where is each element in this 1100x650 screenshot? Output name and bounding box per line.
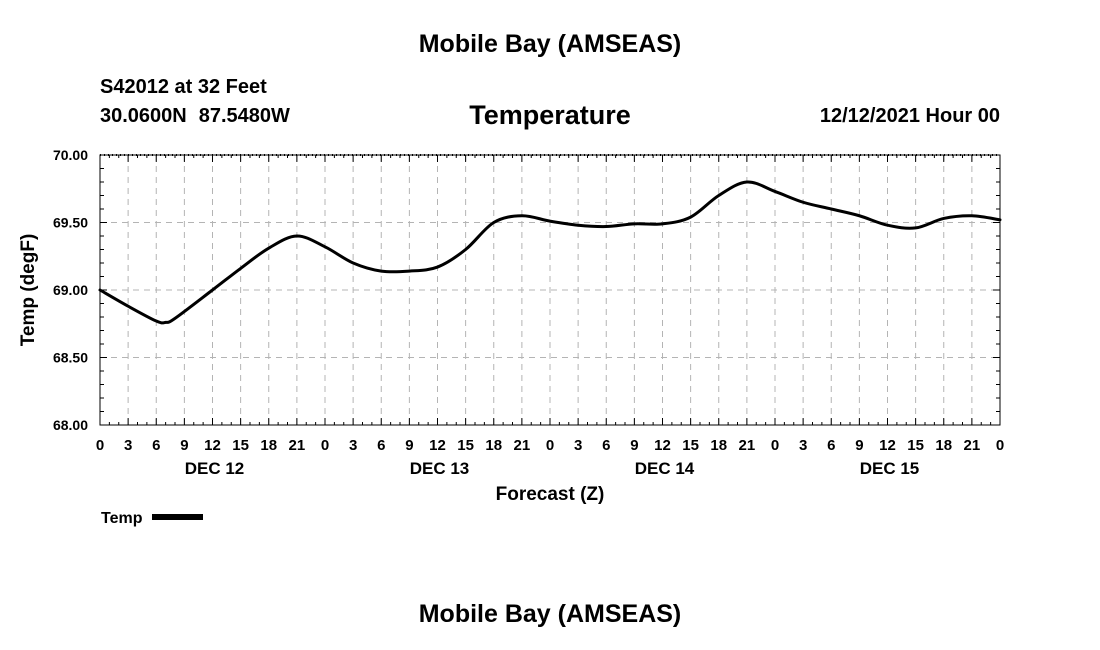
x-tick-label: 18 [260,437,277,454]
x-axis-label: Forecast (Z) [496,484,605,505]
x-tick-label: 0 [771,437,779,454]
chart-title: Temperature [469,100,631,130]
station-label: S42012 at 32 Feet [100,76,267,98]
x-tick-label: 9 [405,437,413,454]
x-tick-label: 9 [855,437,863,454]
coordinates: 30.0600N 87.5480W [100,105,290,128]
x-tick-label: 3 [349,437,357,454]
latitude: 30.0600N [100,105,187,127]
y-tick-label: 70.00 [53,147,88,163]
footer-title: Mobile Bay (AMSEAS) [418,600,682,628]
x-tick-label: 3 [799,437,807,454]
day-label: DEC 13 [410,459,470,478]
legend-swatch [152,514,204,521]
x-tick-label: 21 [514,437,531,454]
series-line-temp [98,180,1002,325]
legend-label: Temp [101,510,143,527]
x-tick-label: 18 [710,437,727,454]
main-title: Mobile Bay (AMSEAS) [418,30,682,58]
y-tick-label: 68.00 [53,417,88,433]
x-tick-label: 0 [996,437,1004,454]
y-tick-label: 68.50 [53,350,88,366]
longitude: 87.5480W [198,105,290,127]
x-tick-label: 6 [827,437,835,454]
x-tick-label: 9 [630,437,638,454]
y-axis-label: Temp (degF) [18,234,39,347]
x-tick-label: 6 [152,437,160,454]
day-label: DEC 14 [635,459,695,478]
x-tick-label: 12 [429,437,446,454]
y-tick-label: 69.50 [53,215,88,231]
y-tick-label: 69.00 [53,282,88,298]
x-tick-label: 12 [879,437,896,454]
x-tick-label: 21 [739,437,756,454]
x-tick-label: 15 [682,437,699,454]
x-tick-label: 9 [180,437,188,454]
x-tick-label: 0 [96,437,104,454]
x-tick-label: 15 [457,437,474,454]
x-tick-label: 21 [964,437,981,454]
x-tick-label: 0 [546,437,554,454]
day-label: DEC 15 [860,459,920,478]
x-tick-label: 21 [289,437,306,454]
x-tick-label: 12 [654,437,671,454]
x-tick-label: 6 [602,437,610,454]
legend: Temp [101,510,204,528]
x-tick-label: 18 [485,437,502,454]
x-tick-label: 6 [377,437,385,454]
temperature-chart: 68.00 68.50 69.00 69.50 70.00 0 3 6 9 12 15 18 21 0 3 6… [18,147,1004,505]
x-tick-label: 3 [574,437,582,454]
forecast-date: 12/12/2021 Hour 00 [819,105,1000,127]
day-label: DEC 12 [185,459,245,478]
x-tick-label: 12 [204,437,221,454]
x-tick-label: 0 [321,437,329,454]
x-tick-label: 3 [124,437,132,454]
x-tick-label: 15 [907,437,924,454]
x-tick-label: 18 [935,437,952,454]
x-tick-label: 15 [232,437,249,454]
